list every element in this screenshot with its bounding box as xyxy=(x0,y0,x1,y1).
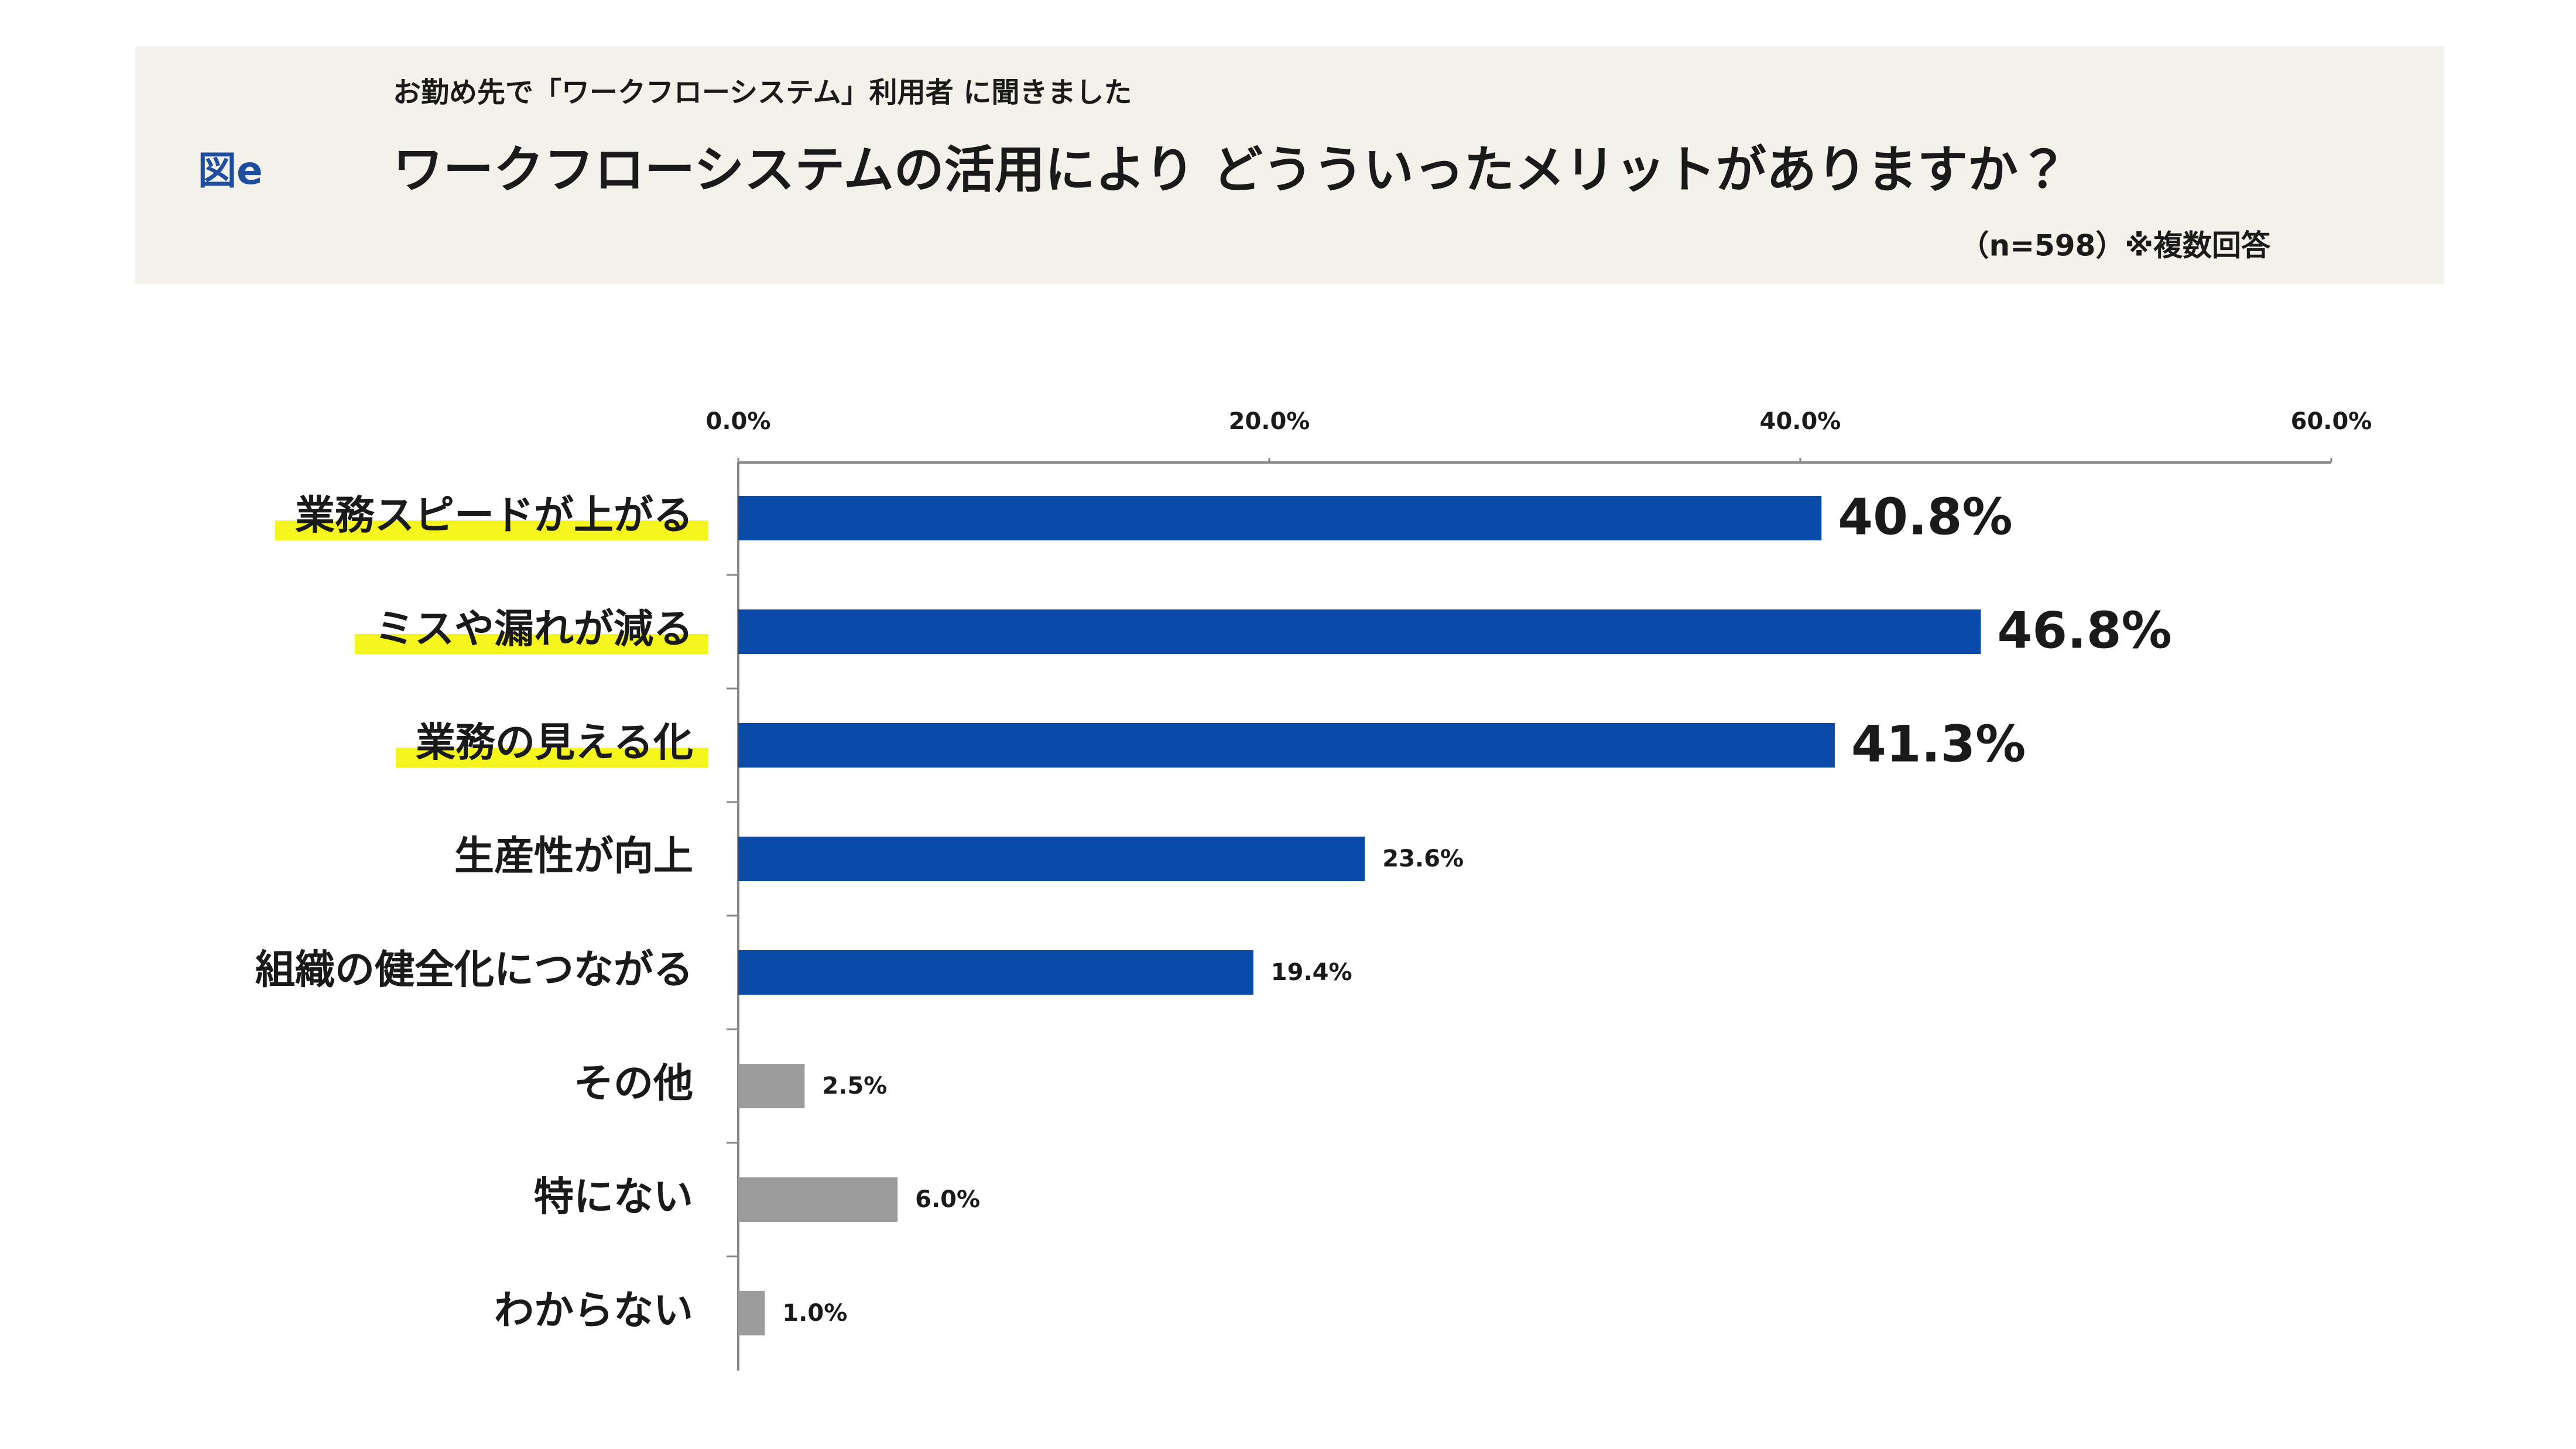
value-label: 2.5% xyxy=(822,1073,887,1099)
highlight xyxy=(275,520,708,540)
figure-label: 図e xyxy=(198,148,263,193)
bar xyxy=(738,837,1365,881)
bar xyxy=(738,496,1822,540)
sample-note: （n=598）※複数回答 xyxy=(1960,229,2271,263)
value-label: 1.0% xyxy=(782,1300,847,1327)
x-tick-label: 40.0% xyxy=(1760,408,1841,435)
bar xyxy=(738,609,1981,654)
category-label: 業務スピードが上がる xyxy=(295,493,693,539)
header-panel xyxy=(135,46,2444,284)
value-label: 6.0% xyxy=(915,1186,980,1213)
highlight xyxy=(354,634,708,654)
category-label: 業務の見える化 xyxy=(416,720,693,766)
bar xyxy=(738,1064,805,1108)
value-label: 40.8% xyxy=(1838,488,2012,546)
category-label: その他 xyxy=(574,1061,693,1107)
category-label: 生産性が向上 xyxy=(454,834,693,880)
x-tick-label: 0.0% xyxy=(706,408,771,435)
category-label: 組織の健全化につながる xyxy=(255,947,693,994)
subtitle: お勤め先で「ワークフローシステム」利用者 に聞きました xyxy=(393,76,1132,109)
x-tick-label: 60.0% xyxy=(2291,408,2372,435)
value-label: 46.8% xyxy=(1997,601,2171,660)
category-label: ミスや漏れが減る xyxy=(375,607,693,653)
highlight xyxy=(396,748,708,768)
category-label: わからない xyxy=(494,1288,693,1334)
bar xyxy=(738,1291,765,1335)
bar xyxy=(738,950,1253,995)
bar xyxy=(738,1177,898,1222)
category-label: 特にない xyxy=(534,1174,693,1221)
bar xyxy=(738,723,1835,768)
value-label: 41.3% xyxy=(1851,715,2026,773)
chart-title: ワークフローシステムの活用により どうういったメリットがありますか？ xyxy=(393,141,2068,199)
value-label: 19.4% xyxy=(1271,959,1352,986)
value-label: 23.6% xyxy=(1382,845,1464,872)
x-tick-label: 20.0% xyxy=(1229,408,1310,435)
